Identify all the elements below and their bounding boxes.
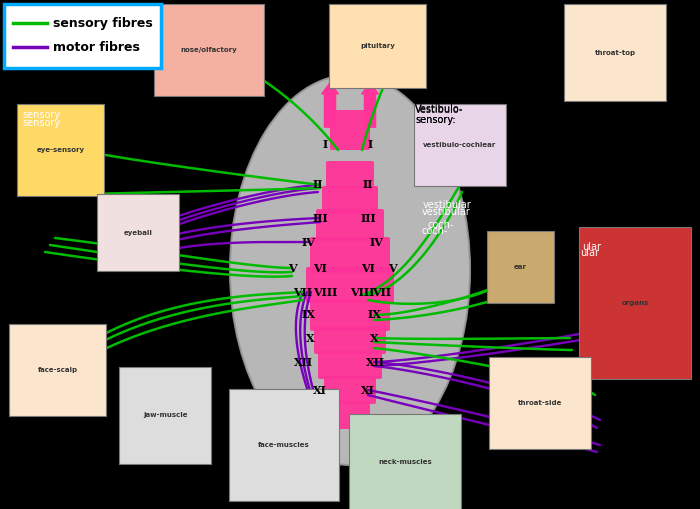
FancyBboxPatch shape	[119, 367, 211, 464]
Text: vestibular: vestibular	[423, 200, 472, 210]
Text: throat-top: throat-top	[594, 49, 636, 55]
Text: ear: ear	[514, 264, 527, 270]
Text: XI: XI	[361, 384, 375, 395]
FancyBboxPatch shape	[4, 4, 161, 68]
FancyBboxPatch shape	[330, 401, 370, 429]
Text: throat-side: throat-side	[518, 400, 562, 406]
Text: XII: XII	[366, 356, 386, 367]
Text: sensory: sensory	[22, 110, 60, 120]
Text: XI: XI	[313, 384, 327, 395]
Text: motor fibres: motor fibres	[53, 41, 140, 53]
FancyBboxPatch shape	[489, 357, 591, 449]
Text: eyeball: eyeball	[124, 230, 153, 236]
FancyBboxPatch shape	[579, 227, 691, 379]
Text: VIII: VIII	[313, 287, 337, 297]
Text: eye-sensory: eye-sensory	[36, 147, 85, 153]
FancyBboxPatch shape	[310, 237, 390, 273]
Text: vestibular: vestibular	[422, 207, 470, 217]
FancyBboxPatch shape	[487, 231, 554, 303]
FancyBboxPatch shape	[316, 209, 384, 241]
FancyBboxPatch shape	[97, 194, 179, 271]
Text: sensory: sensory	[22, 118, 60, 128]
FancyBboxPatch shape	[318, 351, 382, 379]
Text: face-scalp: face-scalp	[37, 367, 78, 373]
Text: sensory fibres: sensory fibres	[53, 16, 153, 30]
FancyBboxPatch shape	[229, 389, 339, 501]
Text: III: III	[312, 212, 328, 223]
Text: IV: IV	[369, 237, 383, 247]
FancyBboxPatch shape	[324, 376, 376, 404]
Text: VII: VII	[372, 287, 391, 297]
FancyBboxPatch shape	[310, 299, 390, 331]
Text: sensory:: sensory:	[415, 115, 456, 125]
Text: Vestibulo-: Vestibulo-	[415, 104, 463, 114]
FancyBboxPatch shape	[9, 324, 106, 416]
Text: X: X	[306, 332, 314, 344]
Text: nose/olfactory: nose/olfactory	[181, 47, 237, 53]
FancyBboxPatch shape	[326, 161, 374, 189]
Text: VI: VI	[361, 263, 375, 273]
Text: Vestibulo-: Vestibulo-	[415, 105, 463, 115]
FancyBboxPatch shape	[329, 4, 426, 88]
FancyBboxPatch shape	[154, 4, 264, 96]
Text: organs: organs	[622, 300, 649, 306]
FancyArrowPatch shape	[362, 83, 378, 127]
Text: I: I	[323, 139, 328, 151]
Text: V: V	[388, 263, 396, 273]
Text: face-muscles: face-muscles	[258, 442, 310, 448]
Text: X: X	[370, 332, 378, 344]
Text: coch-: coch-	[422, 226, 449, 236]
Text: II: II	[363, 180, 373, 190]
Text: coch-: coch-	[428, 220, 454, 230]
FancyBboxPatch shape	[414, 104, 506, 186]
Text: VIII: VIII	[350, 287, 374, 297]
Text: sensory:: sensory:	[415, 115, 456, 125]
Text: VII: VII	[293, 287, 313, 297]
FancyBboxPatch shape	[564, 4, 666, 101]
FancyBboxPatch shape	[17, 104, 104, 196]
Text: jaw-muscle: jaw-muscle	[143, 412, 188, 418]
Text: III: III	[360, 212, 376, 223]
Text: ular: ular	[580, 248, 599, 258]
FancyArrowPatch shape	[322, 83, 338, 127]
Text: XII: XII	[293, 356, 313, 367]
FancyBboxPatch shape	[322, 186, 378, 214]
Text: IX: IX	[301, 309, 315, 321]
FancyBboxPatch shape	[349, 414, 461, 509]
Text: I: I	[368, 139, 372, 151]
Ellipse shape	[230, 75, 470, 465]
FancyBboxPatch shape	[306, 267, 394, 303]
Text: V: V	[288, 263, 296, 273]
Text: IX: IX	[367, 309, 381, 321]
Text: II: II	[313, 180, 323, 190]
FancyBboxPatch shape	[314, 326, 386, 354]
Text: pituitary: pituitary	[360, 43, 395, 49]
Text: neck-muscles: neck-muscles	[378, 459, 432, 465]
FancyBboxPatch shape	[330, 110, 370, 150]
Text: vestibulo-cochlear: vestibulo-cochlear	[424, 142, 496, 148]
Text: VI: VI	[313, 263, 327, 273]
Text: ular: ular	[582, 242, 601, 252]
Text: IV: IV	[301, 237, 315, 247]
